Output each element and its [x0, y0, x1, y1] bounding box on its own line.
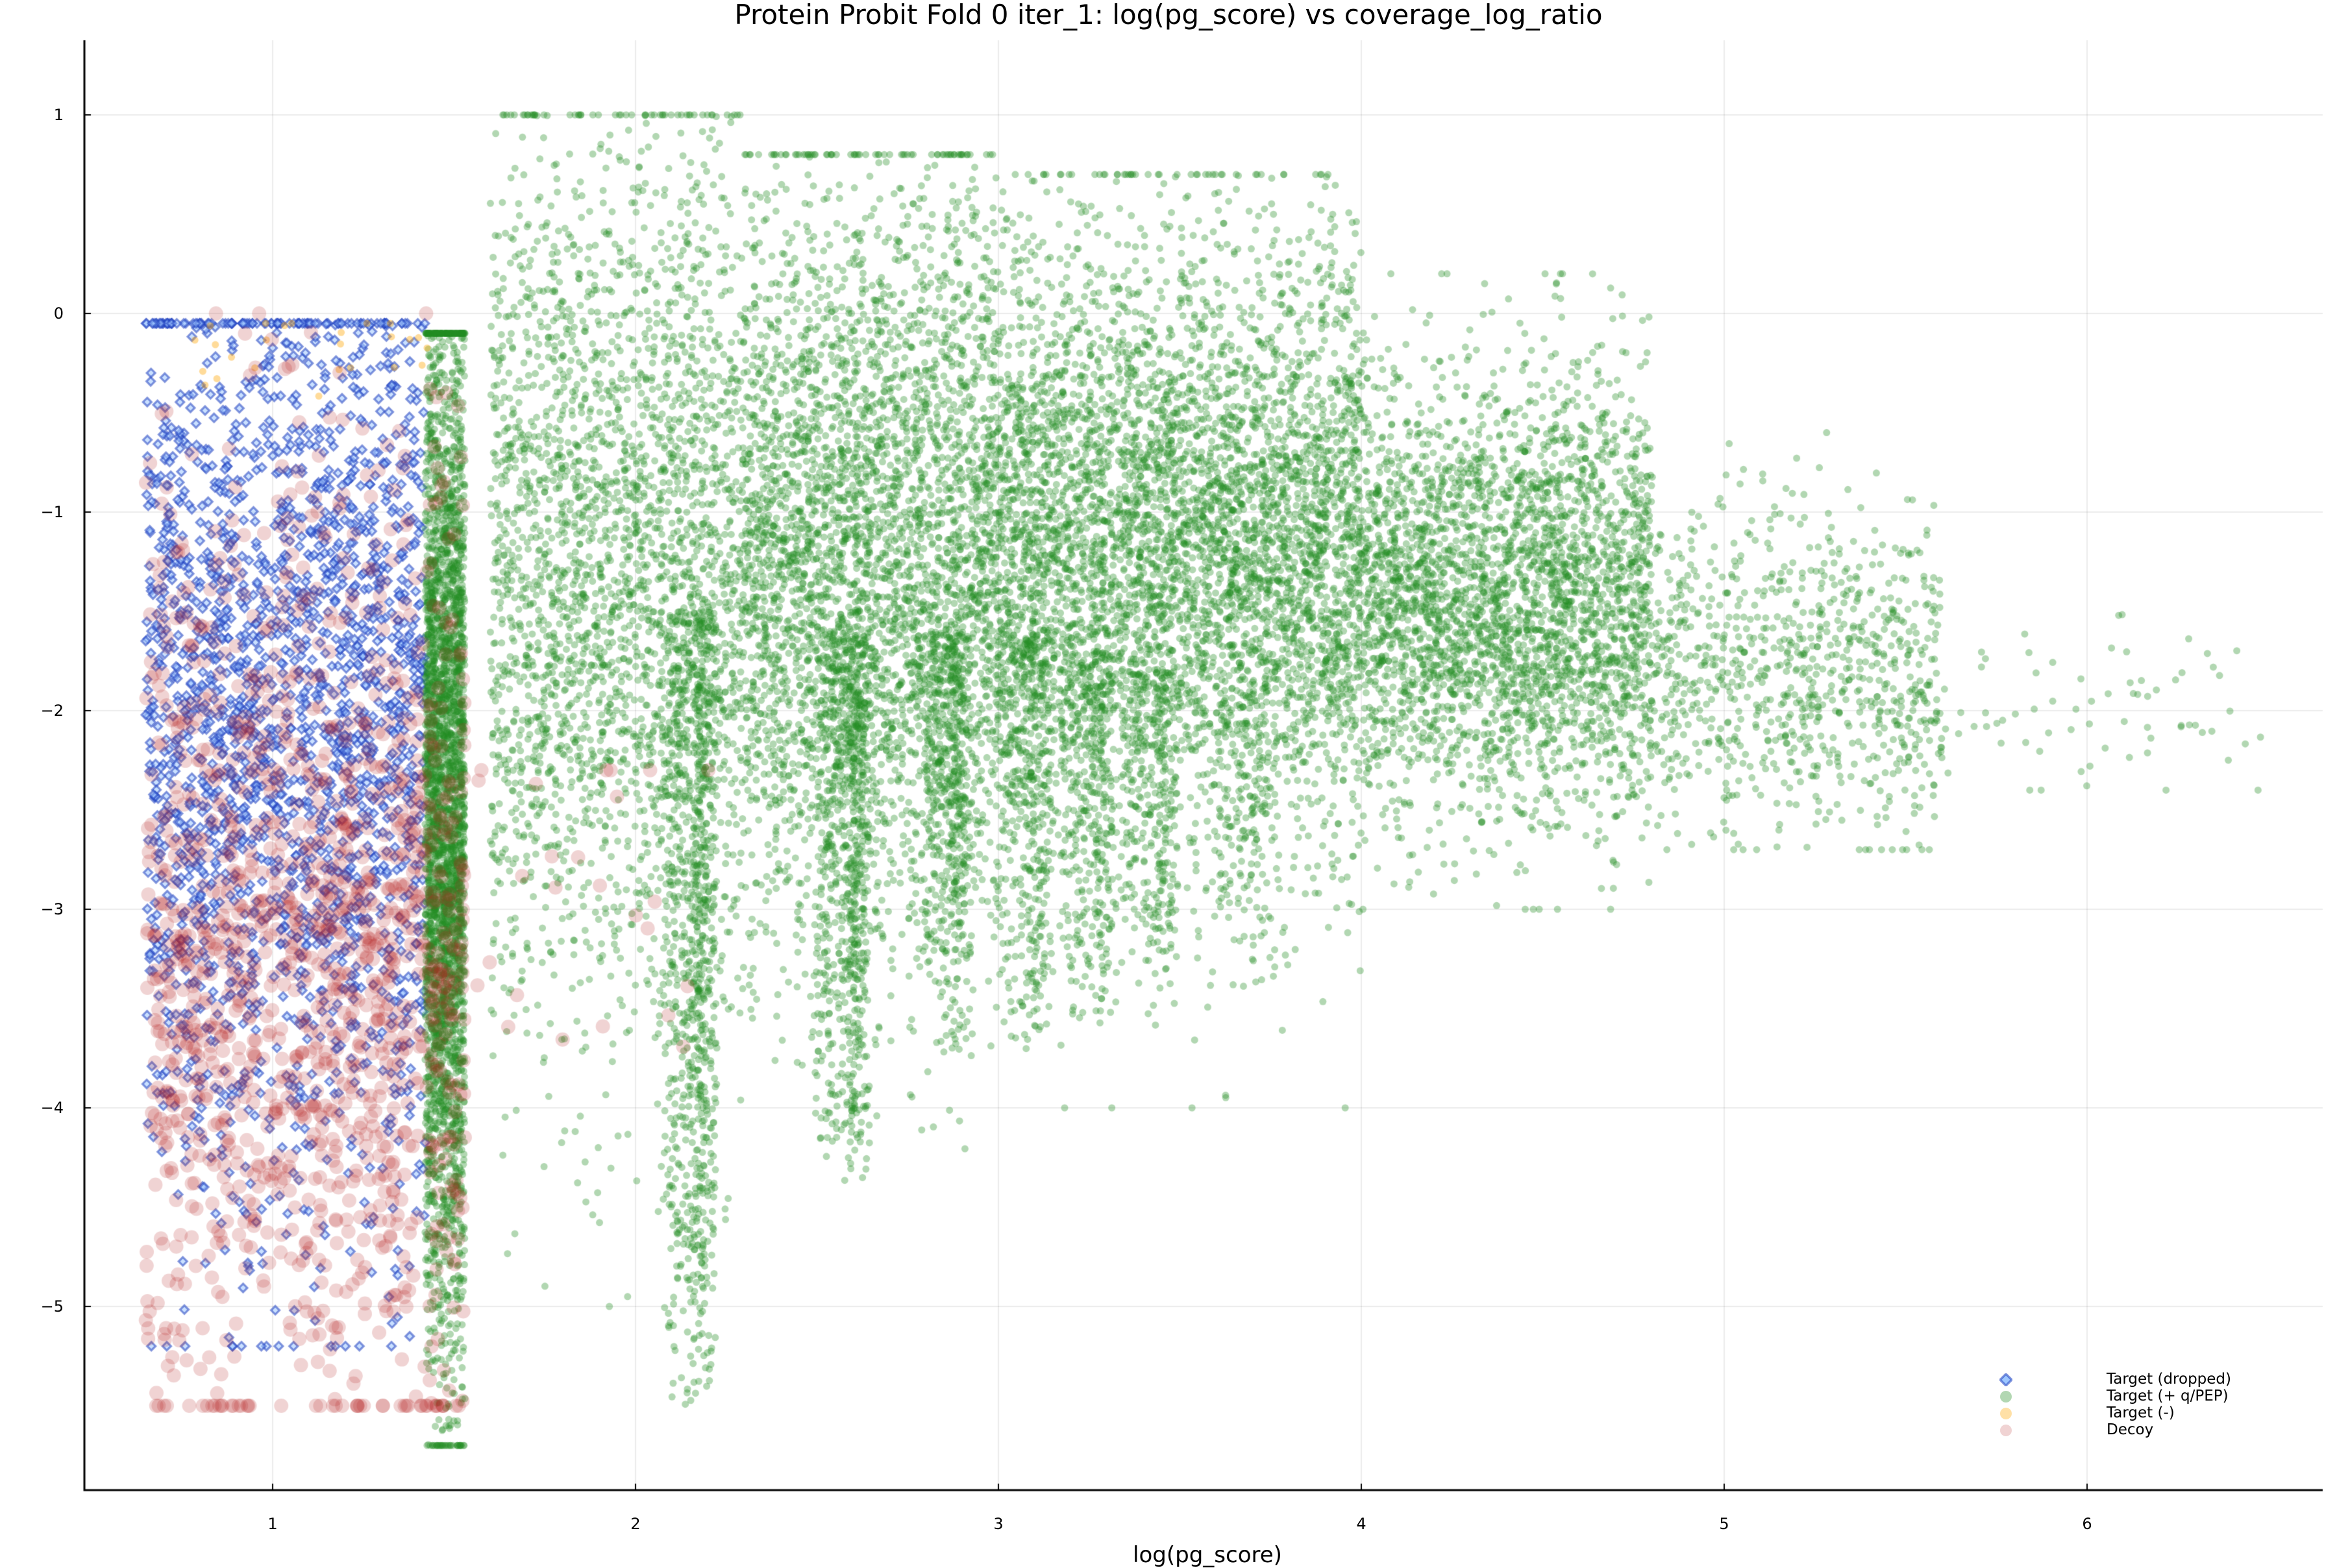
x-tick-label: 5	[1719, 1515, 1729, 1533]
legend-label: Target (dropped)	[2107, 1371, 2231, 1388]
y-tick-label: −3	[40, 900, 64, 918]
y-tick-label: −1	[40, 503, 64, 521]
y-tick-label: 1	[53, 106, 64, 124]
legend-label: Target (-)	[2107, 1404, 2175, 1421]
y-tick-label: −2	[40, 702, 64, 720]
circle-marker-icon	[2000, 1408, 2012, 1419]
x-axis-label: log(pg_score)	[1133, 1542, 1282, 1568]
legend-label: Target (+ q/PEP)	[2107, 1388, 2229, 1404]
y-tick-label: −5	[40, 1297, 64, 1316]
circle-marker-icon	[2000, 1425, 2012, 1436]
legend-label: Decoy	[2107, 1421, 2154, 1438]
circle-marker-icon	[2000, 1391, 2012, 1403]
y-tick-label: 0	[53, 304, 64, 323]
x-tick-label: 4	[1356, 1515, 1366, 1533]
x-tick-label: 6	[2082, 1515, 2092, 1533]
x-tick-label: 1	[267, 1515, 278, 1533]
chart-title: Protein Probit Fold 0 iter_1: log(pg_sco…	[734, 0, 1603, 31]
x-tick-label: 3	[993, 1515, 1004, 1533]
x-tick-label: 2	[630, 1515, 641, 1533]
diamond-marker-icon	[1999, 1373, 2012, 1386]
y-tick-label: −4	[40, 1099, 64, 1117]
